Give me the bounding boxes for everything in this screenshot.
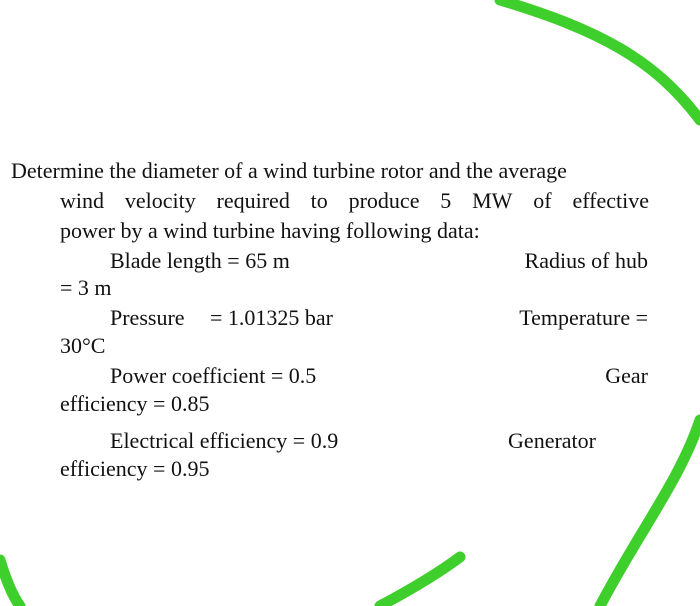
radius-of-hub-value: = 3 m xyxy=(60,275,112,300)
pressure-value: = 1.01325 bar xyxy=(210,305,333,330)
temperature-value: 30°C xyxy=(60,333,106,358)
gear-efficiency-value: efficiency = 0.85 xyxy=(60,391,210,416)
intro-word: required xyxy=(216,188,290,213)
intro-line-3: power by a wind turbine having following… xyxy=(60,218,480,243)
green-stroke-right xyxy=(594,414,700,606)
intro-line-2: wind velocity required to produce 5 MW o… xyxy=(60,188,649,214)
temperature-label: Temperature = xyxy=(519,305,648,330)
intro-word: velocity xyxy=(124,188,196,213)
intro-line-1: Determine the diameter of a wind turbine… xyxy=(11,158,567,183)
green-stroke-left xyxy=(0,554,26,606)
generator-label: Generator xyxy=(508,428,596,453)
intro-word: MW xyxy=(472,188,513,213)
blade-length: Blade length = 65 m xyxy=(110,248,290,273)
intro-word: produce xyxy=(348,188,420,213)
intro-word: effective xyxy=(572,188,649,213)
radius-of-hub-label: Radius of hub xyxy=(524,248,648,273)
green-stroke-bottom xyxy=(374,551,466,606)
pressure-label: Pressure xyxy=(110,305,185,330)
power-coefficient: Power coefficient = 0.5 xyxy=(110,363,317,388)
green-stroke-top xyxy=(494,0,700,126)
intro-word: to xyxy=(310,188,328,213)
intro-word: of xyxy=(533,188,552,213)
generator-efficiency-value: efficiency = 0.95 xyxy=(60,456,210,481)
electrical-efficiency: Electrical efficiency = 0.9 xyxy=(110,428,339,453)
intro-word: 5 xyxy=(440,188,452,213)
gear-label: Gear xyxy=(605,363,648,388)
intro-word: wind xyxy=(60,188,104,213)
